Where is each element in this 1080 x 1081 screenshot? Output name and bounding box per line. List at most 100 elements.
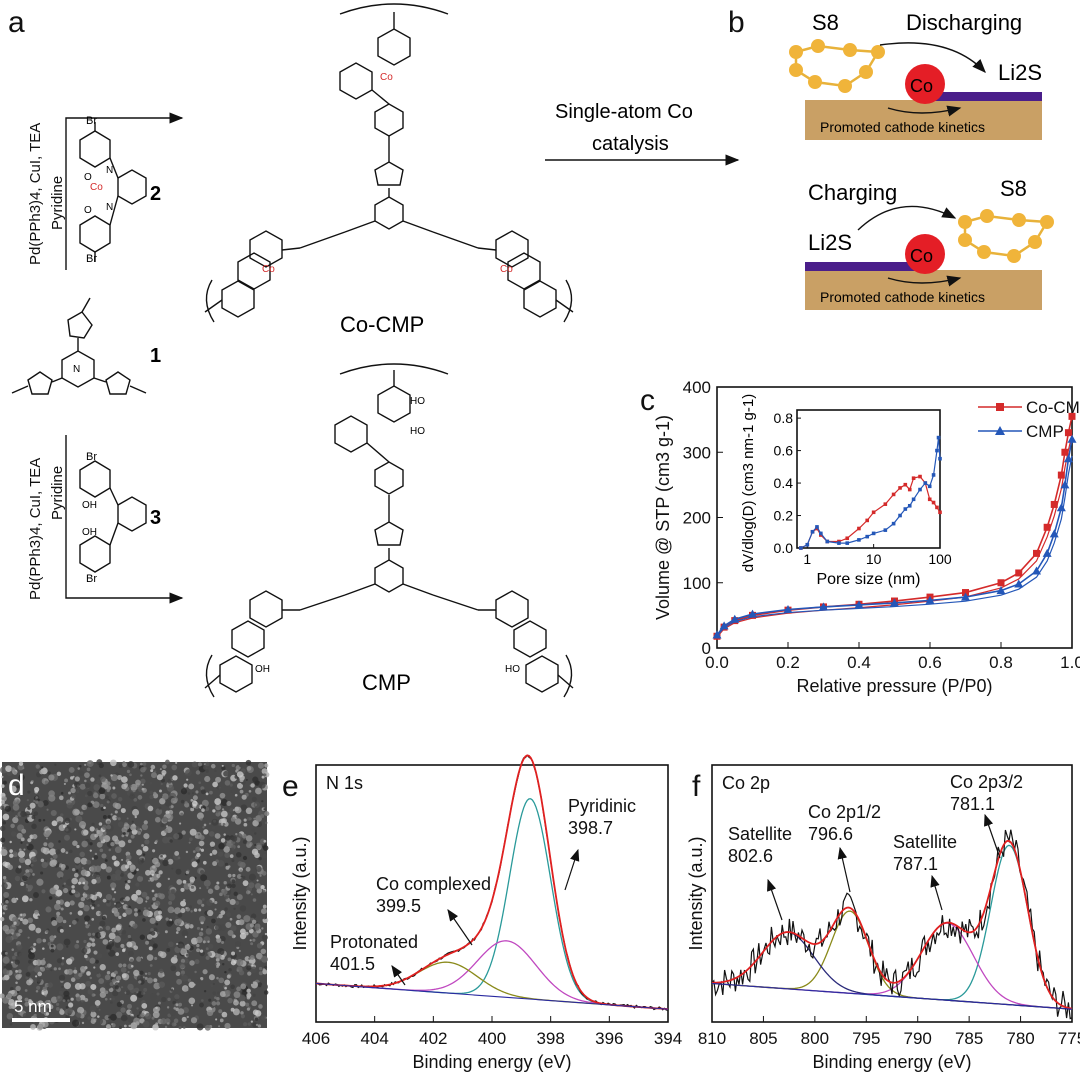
tem-grain — [70, 997, 74, 1001]
tem-grain — [87, 924, 91, 927]
tem-grain — [132, 923, 138, 929]
tem-grain — [205, 928, 213, 935]
inset-y-tick-label: 0.6 — [774, 443, 794, 459]
svg-text:Co: Co — [90, 182, 103, 193]
tem-grain — [58, 840, 61, 843]
tem-grain — [133, 969, 140, 977]
tem-grain — [199, 887, 202, 890]
tem-grain — [165, 810, 170, 815]
tem-grain — [246, 995, 251, 1000]
tem-grain — [128, 925, 131, 928]
tem-grain — [131, 893, 138, 901]
tem-grain — [20, 837, 25, 842]
tem-grain — [212, 982, 215, 986]
tem-grain — [127, 879, 131, 884]
tem-grain — [247, 1022, 252, 1026]
data-point — [748, 609, 757, 618]
tem-grain — [259, 874, 262, 877]
tem-grain — [245, 807, 253, 815]
tem-grain — [86, 942, 92, 948]
svg-text:Br: Br — [86, 115, 97, 127]
tem-grain — [114, 803, 122, 810]
co-atom-top — [905, 64, 945, 104]
tem-grain — [84, 997, 89, 1002]
tem-grain — [219, 792, 226, 799]
tem-grain — [123, 1024, 127, 1028]
svg-text:Promoted cathode kinetics: Promoted cathode kinetics — [820, 289, 985, 305]
annotation-value: 399.5 — [376, 896, 421, 916]
tem-grain — [180, 812, 184, 816]
tem-grain — [263, 990, 269, 995]
tem-grain — [225, 921, 232, 929]
reaction-top: Pd(PPh3)4, CuI, TEA Pyridine Br Br Co O … — [27, 112, 184, 270]
tem-grain — [104, 997, 108, 1001]
tem-grain — [113, 860, 120, 867]
tem-grain — [10, 986, 14, 991]
tem-grain — [12, 816, 19, 824]
annotation-name: Co complexed — [376, 874, 491, 894]
data-point — [730, 614, 740, 623]
tem-grain — [42, 818, 46, 822]
tem-grain — [47, 982, 53, 988]
tem-grain — [10, 961, 14, 964]
annotation-name: Satellite — [893, 832, 957, 852]
tem-grain — [73, 781, 80, 788]
tem-grain — [33, 942, 37, 946]
discharging-diagram: Promoted cathode kinetics Co S8 Discharg… — [789, 10, 1042, 140]
tem-grain — [112, 997, 116, 1001]
tem-grain — [134, 987, 140, 993]
tem-grain — [115, 924, 122, 931]
reaction-bottom: Pd(PPh3)4, CuI, TEA Pyridine Br Br OH OH… — [27, 435, 184, 604]
tem-grain — [192, 850, 196, 854]
tem-grain — [103, 806, 106, 810]
tem-grain — [109, 1013, 117, 1021]
tem-grain — [253, 801, 261, 808]
tem-grain — [142, 1020, 150, 1028]
tem-grain — [28, 998, 32, 1003]
tem-grain — [152, 943, 158, 949]
tem-grain — [60, 848, 66, 853]
tem-grain — [231, 879, 236, 884]
tem-grain — [181, 974, 188, 982]
tem-grain — [94, 1000, 101, 1006]
tem-grain — [95, 932, 102, 939]
tem-grain — [180, 900, 187, 907]
inset-x-label: Pore size (nm) — [816, 571, 920, 588]
tem-grain — [153, 978, 158, 983]
tem-grain — [130, 867, 135, 873]
tem-grain — [101, 824, 108, 830]
tem-grain — [233, 999, 239, 1006]
tem-grain — [13, 1015, 17, 1019]
tem-grain — [126, 769, 131, 774]
tem-grain — [141, 891, 148, 898]
tem-grain — [125, 990, 131, 996]
tem-grain — [91, 822, 95, 826]
x-tick-label: 795 — [852, 1029, 880, 1048]
tem-grain — [160, 782, 163, 786]
reaction-arrow-bottom — [65, 435, 184, 604]
tem-grain — [244, 931, 249, 936]
tem-grain — [226, 974, 231, 979]
tem-grain — [45, 1012, 50, 1016]
tem-grain — [196, 978, 202, 984]
tem-grain — [190, 910, 193, 913]
tem-grain — [37, 1023, 44, 1030]
tem-grain — [115, 952, 120, 956]
tem-grain — [264, 763, 269, 768]
tem-grain — [158, 910, 162, 915]
tem-grain — [79, 851, 86, 858]
tem-grain — [250, 893, 253, 896]
tem-grain — [189, 960, 195, 966]
tem-grain — [127, 1003, 133, 1009]
tem-grain — [38, 795, 42, 800]
tem-grain — [165, 825, 169, 828]
tem-grain — [142, 976, 145, 979]
inset-data-point — [837, 541, 841, 545]
tem-grain — [102, 814, 107, 819]
x-tick-label: 0.0 — [705, 653, 729, 672]
tem-grain — [231, 951, 236, 956]
tem-grain — [242, 880, 249, 887]
tem-grain — [195, 770, 201, 775]
tem-grain — [222, 822, 226, 826]
data-point — [925, 595, 935, 604]
